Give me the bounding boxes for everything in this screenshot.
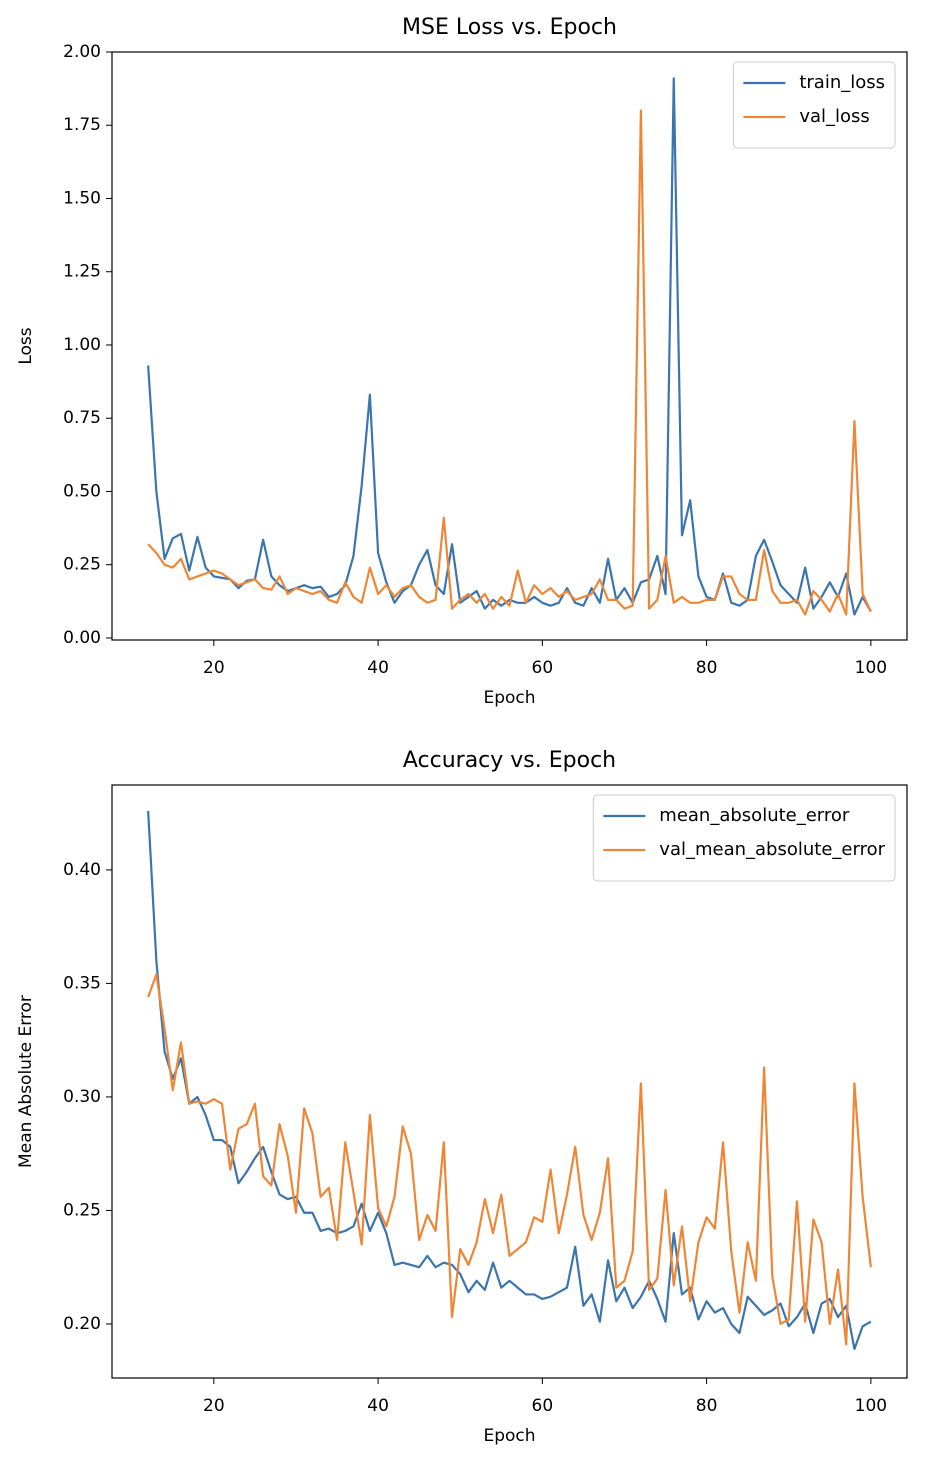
legend-label: mean_absolute_error	[659, 805, 850, 826]
legend: mean_absolute_error val_mean_absolute_err…	[592, 794, 896, 882]
y-tick-label: 0.30	[63, 1087, 101, 1107]
y-tick-label: 1.00	[63, 335, 101, 355]
chart-title: Accuracy vs. Epoch	[403, 748, 616, 773]
x-tick-label: 60	[532, 658, 554, 678]
legend: train_loss val_loss	[732, 61, 896, 149]
legend-label: val_mean_absolute_error	[659, 839, 885, 860]
y-tick-label: 0.75	[63, 408, 101, 428]
x-tick-label: 60	[532, 1396, 554, 1416]
axes-frame	[111, 784, 908, 1379]
x-axis-label: Epoch	[483, 688, 535, 708]
y-tick-label: 0.50	[63, 481, 101, 501]
y-tick-label: 0.25	[63, 1200, 101, 1220]
y-tick-label: 0.20	[63, 1314, 101, 1334]
x-tick-label: 100	[855, 1396, 887, 1416]
y-tick-label: 0.40	[63, 860, 101, 880]
x-tick-label: 20	[203, 1396, 225, 1416]
y-axis-label: Mean Absolute Error	[16, 995, 36, 1168]
x-axis-label: Epoch	[483, 1426, 535, 1446]
axes-frame	[111, 51, 908, 641]
data-line	[147, 810, 872, 1351]
chart-title: MSE Loss vs. Epoch	[402, 15, 617, 40]
legend-box	[592, 794, 896, 882]
y-tick-label: 1.50	[63, 188, 101, 208]
x-tick-label: 40	[367, 1396, 389, 1416]
data-line	[147, 109, 872, 616]
y-axis-label: Loss	[16, 327, 36, 364]
data-line	[147, 973, 872, 1346]
x-tick-label: 100	[855, 658, 887, 678]
y-tick-label: 0.35	[63, 973, 101, 993]
y-tick-label: 0.00	[63, 628, 101, 648]
y-tick-label: 2.00	[63, 42, 101, 62]
x-tick-label: 80	[696, 1396, 718, 1416]
data-line	[147, 77, 872, 616]
x-tick-label: 80	[696, 658, 718, 678]
legend-label: train_loss	[799, 72, 885, 93]
y-tick-label: 0.25	[63, 555, 101, 575]
x-tick-label: 40	[367, 658, 389, 678]
y-tick-label: 1.25	[63, 262, 101, 282]
y-tick-label: 1.75	[63, 115, 101, 135]
legend-label: val_loss	[799, 106, 869, 127]
x-tick-label: 20	[203, 658, 225, 678]
